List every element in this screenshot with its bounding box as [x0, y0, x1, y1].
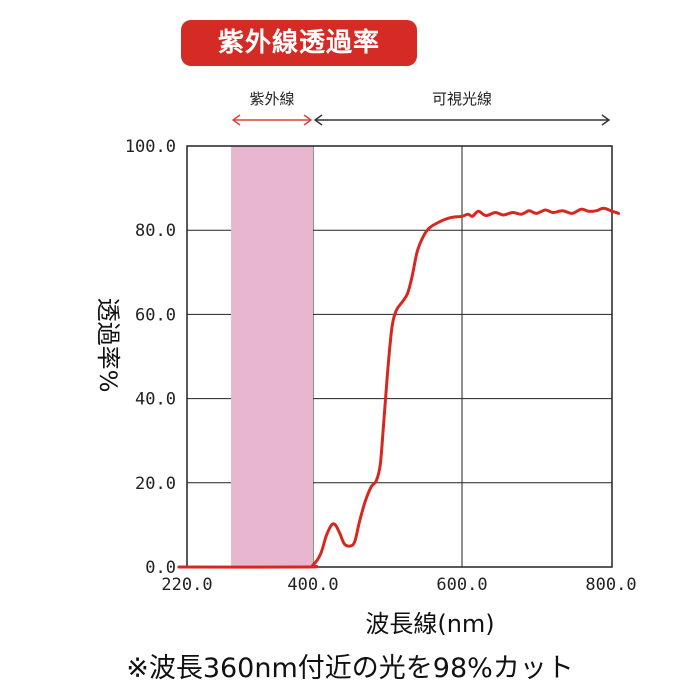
plot-frame [186, 145, 613, 568]
y-tick-label: 100.0 [125, 137, 176, 157]
y-tick-label: 40.0 [135, 390, 176, 410]
visible-arrowhead-right [601, 114, 611, 126]
footnote: ※波長360nm付近の光を98%カット [126, 653, 574, 684]
uv-arrowhead-left [231, 114, 241, 126]
x-tick-label: 600.0 [436, 575, 487, 595]
chart-title: 紫外線透過率 [181, 20, 417, 66]
visible-arrowhead-left [313, 114, 323, 126]
y-axis-title: 透過率% [94, 298, 122, 393]
x-tick-label: 400.0 [287, 575, 338, 595]
y-tick-label: 20.0 [135, 474, 176, 494]
visible-region-label: 可視光線 [432, 90, 492, 108]
x-tick-label: 220.0 [161, 575, 212, 595]
x-tick-label: 800.0 [585, 575, 636, 595]
uv-arrowhead-right [303, 114, 313, 126]
x-axis-title: 波長線(nm) [365, 610, 494, 638]
y-tick-label: 0.0 [145, 558, 176, 578]
y-tick-label: 80.0 [135, 221, 176, 241]
uv-region-label: 紫外線 [250, 90, 295, 108]
uv-region-band [231, 146, 313, 567]
transmittance-line [177, 206, 620, 569]
y-tick-label: 60.0 [135, 305, 176, 325]
